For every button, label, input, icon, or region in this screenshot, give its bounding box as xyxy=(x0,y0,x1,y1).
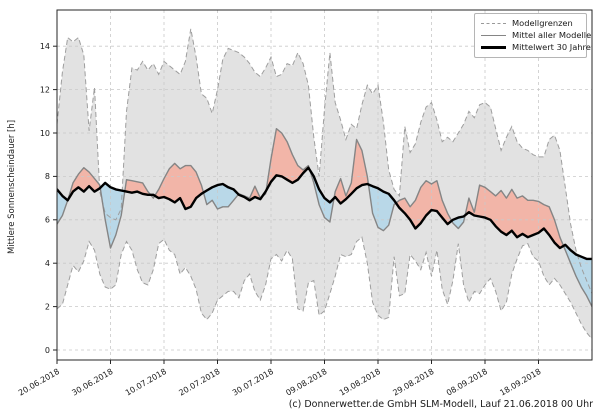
svg-text:09.08.2018: 09.08.2018 xyxy=(284,367,328,398)
upper-bound-line xyxy=(57,28,592,294)
svg-text:18.09.2018: 18.09.2018 xyxy=(498,367,542,398)
svg-text:30.07.2018: 30.07.2018 xyxy=(231,367,275,398)
svg-text:2: 2 xyxy=(45,302,50,311)
legend-item-modellgrenzen: Modellgrenzen xyxy=(481,17,580,29)
gridlines xyxy=(57,10,592,360)
legend-item-mittel-aller-modelle: Mittel aller Modelle xyxy=(481,29,591,41)
legend-label: Mittelwert 30 Jahre xyxy=(512,42,591,52)
axis-ticks xyxy=(53,45,539,364)
legend-label: Mittel aller Modelle xyxy=(512,30,592,40)
svg-text:0: 0 xyxy=(45,346,50,355)
svg-text:29.08.2018: 29.08.2018 xyxy=(391,367,435,398)
above-normal-fill xyxy=(57,128,592,259)
svg-text:20.06.2018: 20.06.2018 xyxy=(17,367,61,398)
svg-text:19.08.2018: 19.08.2018 xyxy=(338,367,382,398)
svg-text:20.07.2018: 20.07.2018 xyxy=(177,367,221,398)
y-axis-label: Mittlere Sonnenscheindauer [h] xyxy=(7,119,17,255)
model-range-band xyxy=(57,28,592,340)
svg-text:14: 14 xyxy=(40,42,50,51)
svg-text:30.06.2018: 30.06.2018 xyxy=(70,367,114,398)
svg-text:10: 10 xyxy=(40,129,50,138)
dashed-line-swatch xyxy=(481,22,506,24)
lower-bound-line xyxy=(57,236,592,340)
svg-text:12: 12 xyxy=(40,85,50,94)
black-line-swatch xyxy=(481,45,506,49)
plot-area xyxy=(57,10,592,360)
climate-mean-line xyxy=(57,166,592,261)
gray-line-swatch xyxy=(481,34,506,36)
copyright-caption: (c) Donnerwetter.de GmbH SLM-Modell, Lau… xyxy=(288,399,593,410)
svg-text:4: 4 xyxy=(45,259,50,268)
legend: Modellgrenzen Mittel aller Modelle Mitte… xyxy=(474,13,591,58)
legend-item-mittelwert-30-jahre: Mittelwert 30 Jahre xyxy=(481,41,591,53)
model-mean-line xyxy=(57,127,592,307)
svg-text:10.07.2018: 10.07.2018 xyxy=(124,367,168,398)
legend-label: Modellgrenzen xyxy=(512,18,573,28)
svg-text:6: 6 xyxy=(45,216,50,225)
svg-text:08.09.2018: 08.09.2018 xyxy=(445,367,489,398)
svg-text:8: 8 xyxy=(45,172,50,181)
